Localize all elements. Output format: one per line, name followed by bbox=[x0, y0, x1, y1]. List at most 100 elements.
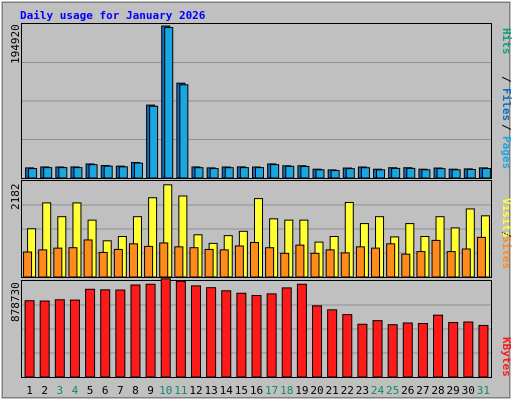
panel-bottom-ymax: 878730 bbox=[9, 282, 22, 322]
bar-kbytes-day-11 bbox=[175, 280, 186, 378]
bar-kbytes-day-10 bbox=[160, 278, 171, 378]
bar-sites-day-20 bbox=[310, 252, 320, 278]
x-tick-label-day-14: 14 bbox=[220, 384, 234, 397]
bar-files-day-25 bbox=[391, 167, 401, 179]
panel-middle: 2182 Sites / Visits bbox=[9, 180, 512, 278]
bar-kbytes-day-29 bbox=[448, 322, 459, 378]
bar-sites-day-13 bbox=[204, 248, 214, 278]
bar-files-day-9 bbox=[149, 105, 159, 179]
x-tick-label-day-20: 20 bbox=[310, 384, 323, 397]
bar-kbytes-day-9 bbox=[145, 283, 156, 378]
bar-kbytes-day-6 bbox=[100, 289, 111, 378]
bar-kbytes-day-28 bbox=[433, 314, 444, 378]
panel-bottom-bars bbox=[22, 278, 491, 378]
bar-sites-day-16 bbox=[250, 242, 259, 278]
x-tick-label-day-6: 6 bbox=[102, 384, 109, 397]
bar-sites-day-22 bbox=[340, 252, 350, 278]
bar-files-day-14 bbox=[224, 167, 234, 179]
bar-files-day-17 bbox=[270, 164, 280, 179]
bar-kbytes-day-18 bbox=[281, 287, 292, 378]
bar-kbytes-day-16 bbox=[251, 294, 262, 378]
bar-sites-day-8 bbox=[128, 243, 138, 278]
bar-sites-day-18 bbox=[280, 252, 290, 278]
bar-sites-day-4 bbox=[68, 247, 78, 278]
x-tick-label-day-15: 15 bbox=[235, 384, 248, 397]
x-tick-label-day-10: 10 bbox=[159, 384, 172, 397]
bar-sites-day-12 bbox=[189, 247, 199, 278]
x-tick-label-day-29: 29 bbox=[447, 384, 460, 397]
bar-files-day-27 bbox=[421, 169, 431, 179]
bar-files-day-21 bbox=[330, 170, 340, 179]
bar-sites-day-25 bbox=[386, 243, 396, 278]
x-tick-label-day-31: 31 bbox=[477, 384, 490, 397]
bar-sites-day-5 bbox=[83, 239, 93, 278]
panel-top: 194920 Pages / Files / Hits bbox=[9, 23, 512, 179]
bar-sites-day-17 bbox=[265, 247, 275, 278]
bar-kbytes-day-3 bbox=[54, 299, 65, 378]
x-tick-label-day-18: 18 bbox=[280, 384, 293, 397]
bar-kbytes-day-2 bbox=[39, 300, 50, 378]
legend-pages: Pages bbox=[500, 136, 512, 169]
legend-kbytes: KBytes bbox=[500, 337, 512, 377]
x-tick-label-day-22: 22 bbox=[341, 384, 354, 397]
bar-files-day-4 bbox=[73, 167, 83, 179]
bar-files-day-12 bbox=[194, 167, 204, 179]
x-tick-label-day-8: 8 bbox=[132, 384, 139, 397]
bar-files-day-28 bbox=[436, 168, 446, 179]
legend-hits: Hits bbox=[500, 28, 512, 55]
bar-sites-day-24 bbox=[371, 247, 381, 278]
bar-kbytes-day-23 bbox=[357, 323, 368, 378]
bar-files-day-5 bbox=[88, 164, 98, 179]
bar-files-day-7 bbox=[118, 166, 128, 179]
bar-files-day-11 bbox=[179, 84, 189, 179]
bar-files-day-13 bbox=[209, 168, 219, 179]
bar-kbytes-day-30 bbox=[463, 321, 474, 378]
bar-sites-day-15 bbox=[234, 245, 244, 278]
x-tick-label-day-9: 9 bbox=[147, 384, 154, 397]
bar-kbytes-day-17 bbox=[266, 293, 277, 378]
bar-sites-day-23 bbox=[355, 246, 365, 278]
bar-kbytes-day-7 bbox=[115, 289, 126, 378]
bar-sites-day-3 bbox=[53, 247, 63, 278]
bar-sites-day-1 bbox=[23, 251, 33, 278]
x-axis-day-labels: 1 2 3 4 5 6 7 8 9 10 11 12 13 14 15 16 17 18 19 20 21 22 23 24 2… bbox=[26, 384, 490, 397]
bar-kbytes-day-26 bbox=[402, 322, 413, 378]
bar-kbytes-day-19 bbox=[296, 283, 307, 378]
bar-files-day-19 bbox=[300, 165, 310, 179]
bar-kbytes-day-4 bbox=[69, 299, 80, 378]
x-tick-label-day-28: 28 bbox=[431, 384, 444, 397]
bar-files-day-15 bbox=[239, 167, 249, 179]
bar-sites-day-26 bbox=[401, 253, 411, 278]
bar-files-day-10 bbox=[164, 27, 174, 179]
bar-files-day-26 bbox=[406, 167, 416, 179]
bar-files-day-2 bbox=[43, 167, 53, 179]
bar-files-day-6 bbox=[103, 165, 113, 179]
bar-sites-day-2 bbox=[38, 249, 48, 278]
bar-files-day-30 bbox=[466, 169, 476, 179]
bar-sites-day-14 bbox=[219, 249, 229, 278]
bar-files-day-8 bbox=[133, 162, 143, 179]
panel-bottom-legend: KBytes bbox=[500, 337, 512, 377]
x-tick-label-day-1: 1 bbox=[26, 384, 33, 397]
bar-kbytes-day-1 bbox=[24, 300, 35, 378]
bar-files-day-22 bbox=[345, 168, 355, 179]
x-tick-label-day-17: 17 bbox=[265, 384, 278, 397]
x-tick-label-day-11: 11 bbox=[174, 384, 187, 397]
legend-sep-2: / bbox=[500, 76, 512, 83]
bar-kbytes-day-13 bbox=[206, 287, 217, 378]
x-tick-label-day-13: 13 bbox=[204, 384, 217, 397]
legend-visits: Visits bbox=[500, 198, 512, 238]
panel-top-ymax: 194920 bbox=[9, 24, 22, 64]
panel-middle-bars bbox=[22, 184, 491, 278]
legend-files: Files bbox=[500, 88, 512, 121]
bar-kbytes-day-15 bbox=[236, 292, 247, 378]
x-tick-label-day-7: 7 bbox=[117, 384, 124, 397]
x-tick-label-day-24: 24 bbox=[371, 384, 385, 397]
bar-files-day-29 bbox=[451, 169, 461, 179]
x-tick-label-day-19: 19 bbox=[295, 384, 308, 397]
x-tick-label-day-16: 16 bbox=[250, 384, 263, 397]
bar-kbytes-day-5 bbox=[85, 288, 96, 378]
bar-sites-day-30 bbox=[461, 248, 471, 278]
x-tick-label-day-2: 2 bbox=[41, 384, 48, 397]
